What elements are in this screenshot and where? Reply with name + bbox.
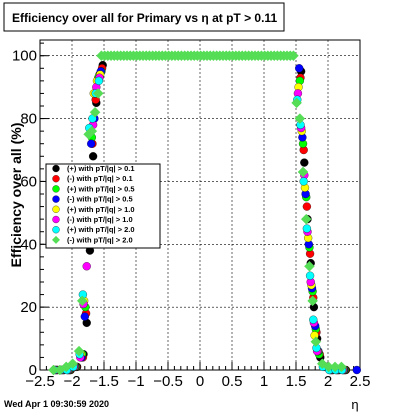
- title-box: [3, 2, 285, 32]
- y-tick-label: 80: [20, 111, 37, 128]
- x-tick-label: 1.5: [286, 373, 307, 390]
- legend-label: (-) with pT/|q| > 0.5: [67, 195, 133, 204]
- data-point: [300, 158, 309, 167]
- data-point: [73, 345, 85, 357]
- x-tick-label: 0.5: [222, 373, 243, 390]
- data-point: [88, 152, 98, 161]
- x-tick-label: −0.5: [153, 373, 183, 390]
- x-tick-label: −1.5: [89, 373, 119, 390]
- data-point: [302, 202, 312, 211]
- data-point: [67, 358, 78, 370]
- x-tick-label: 2: [324, 373, 332, 390]
- data-point: [92, 88, 104, 99]
- x-tick-label: 1: [260, 373, 268, 390]
- data-point: [86, 125, 98, 137]
- legend-label: (+) with pT/|q| > 1.0: [67, 205, 135, 214]
- x-tick-labels: −2.5 −2 −1.5 −1 −0.5 0 0.5 1 1.5 2 2.5: [25, 373, 370, 390]
- y-tick-label: 0: [29, 362, 37, 379]
- data-point: [336, 361, 347, 373]
- legend-marker: [52, 215, 60, 224]
- data-point: [288, 50, 299, 62]
- legend-label: (-) with pT/|q| > 0.1: [67, 174, 133, 183]
- data-point: [294, 113, 306, 124]
- y-tick-label: 100: [12, 48, 37, 65]
- data-point: [80, 312, 89, 321]
- legend-marker: [52, 195, 60, 203]
- data-point: [307, 295, 318, 307]
- legend-label: (-) with pT/|q| > 1.0: [67, 215, 133, 224]
- y-tick-label: 60: [20, 173, 37, 190]
- data-point: [304, 260, 315, 272]
- data-point: [87, 139, 96, 148]
- legend-marker: [52, 164, 60, 173]
- y-axis-title: Efficiency over all (%): [8, 123, 24, 268]
- data-point: [291, 97, 302, 109]
- data-point: [300, 213, 312, 225]
- legend: (+) with pT/|q| > 0.1(-) with pT/|q| > 0…: [45, 163, 161, 249]
- legend-label: (+) with pT/|q| > 0.1: [67, 164, 135, 173]
- x-tick-label: 2.5: [350, 373, 371, 390]
- legend-marker: [52, 185, 60, 193]
- legend-box: [45, 163, 161, 249]
- data-point: [305, 271, 315, 280]
- chart-title: Efficiency over all for Primary vs η at …: [12, 11, 277, 25]
- data-point: [310, 336, 322, 348]
- data-point: [352, 365, 361, 375]
- x-axis-title: η: [351, 397, 358, 412]
- data-point: [297, 166, 309, 178]
- legend-label: (+) with pT/|q| > 2.0: [67, 225, 135, 234]
- legend-marker: [52, 226, 60, 234]
- x-tick-label: −2.5: [25, 373, 55, 390]
- data-point: [76, 295, 88, 307]
- data-point: [302, 224, 312, 233]
- y-tick-label: 20: [20, 299, 37, 316]
- data-point: [82, 262, 91, 271]
- data-point: [94, 76, 104, 86]
- data-point: [89, 106, 101, 118]
- legend-marker: [52, 175, 60, 183]
- x-tick-label: −1: [127, 373, 144, 390]
- data-point: [309, 315, 318, 324]
- data-markers: [48, 50, 361, 376]
- data-point: [295, 64, 304, 73]
- x-tick-label: 0: [196, 373, 204, 390]
- y-tick-label: 40: [20, 236, 37, 253]
- legend-label: (+) with pT/|q| > 0.5: [67, 184, 135, 193]
- legend-label: (-) with pT/|q| > 2.0: [67, 235, 133, 244]
- y-tick-labels: 0 20 40 60 80 100: [12, 48, 37, 379]
- x-tick-label: −2: [63, 373, 80, 390]
- legend-marker: [52, 205, 60, 213]
- legend-marker: [52, 235, 60, 244]
- footer-timestamp: Wed Apr 1 09:30:59 2020: [4, 399, 109, 409]
- data-point: [299, 177, 308, 186]
